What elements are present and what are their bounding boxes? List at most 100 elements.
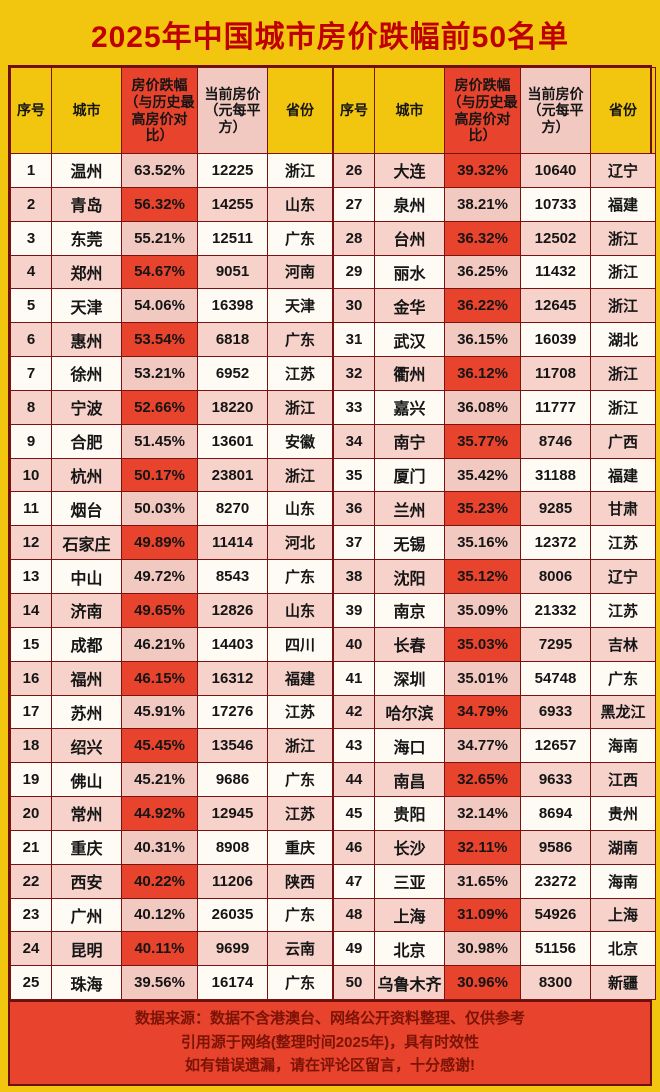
city-cell: 杭州 <box>51 457 122 493</box>
city-cell: 贵阳 <box>374 796 445 831</box>
current-price-cell: 16398 <box>197 288 268 324</box>
province-cell: 广东 <box>267 322 333 358</box>
table-row: 25 珠海 39.56% 16174 广东 <box>10 965 333 1001</box>
rank-cell: 12 <box>10 525 52 561</box>
province-cell: 新疆 <box>590 965 656 1001</box>
city-cell: 徐州 <box>51 356 122 391</box>
rank-cell: 48 <box>333 897 375 933</box>
province-cell: 浙江 <box>267 389 333 425</box>
current-price-cell: 16039 <box>520 322 591 358</box>
header-row: 序号 城市 房价跌幅（与历史最高房价对比） 当前房价（元每平方） 省份 <box>10 67 333 154</box>
city-cell: 宁波 <box>51 389 122 425</box>
table-row: 29 丽水 36.25% 11432 浙江 <box>333 254 656 290</box>
price-drop-cell: 32.11% <box>444 829 521 865</box>
table-row: 26 大连 39.32% 10640 辽宁 <box>333 153 656 188</box>
rank-cell: 27 <box>333 186 375 222</box>
province-cell: 广西 <box>590 423 656 459</box>
column-header-rank: 序号 <box>333 67 375 154</box>
table-row: 48 上海 31.09% 54926 上海 <box>333 897 656 933</box>
price-drop-cell: 36.22% <box>444 288 521 324</box>
rank-cell: 22 <box>10 863 52 899</box>
city-cell: 上海 <box>374 897 445 933</box>
price-drop-cell: 38.21% <box>444 186 521 222</box>
province-cell: 浙江 <box>267 728 333 764</box>
province-cell: 江苏 <box>590 525 656 561</box>
price-drop-cell: 55.21% <box>121 220 198 256</box>
province-cell: 黑龙江 <box>590 694 656 730</box>
city-cell: 北京 <box>374 931 445 967</box>
rank-cell: 42 <box>333 694 375 730</box>
rank-cell: 29 <box>333 254 375 290</box>
rank-cell: 35 <box>333 457 375 493</box>
price-drop-cell: 36.15% <box>444 322 521 358</box>
table-row: 50 乌鲁木齐 30.96% 8300 新疆 <box>333 965 656 1001</box>
province-cell: 陕西 <box>267 863 333 899</box>
price-drop-cell: 35.23% <box>444 491 521 527</box>
current-price-cell: 12826 <box>197 592 268 628</box>
city-cell: 苏州 <box>51 694 122 730</box>
table-row: 30 金华 36.22% 12645 浙江 <box>333 288 656 324</box>
city-cell: 福州 <box>51 660 122 696</box>
rank-cell: 20 <box>10 796 52 831</box>
price-drop-cell: 45.91% <box>121 694 198 730</box>
current-price-cell: 13546 <box>197 728 268 764</box>
city-cell: 哈尔滨 <box>374 694 445 730</box>
city-cell: 东莞 <box>51 220 122 256</box>
province-cell: 山东 <box>267 186 333 222</box>
table-row: 46 长沙 32.11% 9586 湖南 <box>333 829 656 865</box>
table-row: 23 广州 40.12% 26035 广东 <box>10 897 333 933</box>
price-drop-cell: 40.11% <box>121 931 198 967</box>
price-drop-cell: 63.52% <box>121 153 198 188</box>
current-price-cell: 8746 <box>520 423 591 459</box>
table-row: 22 西安 40.22% 11206 陕西 <box>10 863 333 899</box>
price-drop-cell: 49.65% <box>121 592 198 628</box>
city-cell: 中山 <box>51 559 122 594</box>
current-price-cell: 26035 <box>197 897 268 933</box>
price-drop-cell: 53.54% <box>121 322 198 358</box>
city-cell: 深圳 <box>374 660 445 696</box>
province-cell: 吉林 <box>590 626 656 662</box>
province-cell: 云南 <box>267 931 333 967</box>
current-price-cell: 11708 <box>520 356 591 391</box>
table-row: 16 福州 46.15% 16312 福建 <box>10 660 333 696</box>
province-cell: 河北 <box>267 525 333 561</box>
table-row: 31 武汉 36.15% 16039 湖北 <box>333 322 656 358</box>
province-cell: 安徽 <box>267 423 333 459</box>
table-row: 21 重庆 40.31% 8908 重庆 <box>10 829 333 865</box>
current-price-cell: 16312 <box>197 660 268 696</box>
rank-cell: 39 <box>333 592 375 628</box>
price-drop-cell: 49.89% <box>121 525 198 561</box>
footer-line-thanks: 如有错误遗漏，请在评论区留言，十分感谢! <box>185 1056 475 1074</box>
rank-cell: 36 <box>333 491 375 527</box>
rank-cell: 49 <box>333 931 375 967</box>
price-drop-cell: 36.25% <box>444 254 521 290</box>
price-drop-cell: 36.32% <box>444 220 521 256</box>
price-drop-cell: 32.14% <box>444 796 521 831</box>
table-row: 14 济南 49.65% 12826 山东 <box>10 592 333 628</box>
current-price-cell: 23272 <box>520 863 591 899</box>
table-row: 1 温州 63.52% 12225 浙江 <box>10 153 333 188</box>
price-drop-cell: 45.45% <box>121 728 198 764</box>
ranking-table-right: 序号 城市 房价跌幅（与历史最高房价对比） 当前房价（元每平方） 省份 26 大连 39.32… <box>333 67 656 1001</box>
table-row: 5 天津 54.06% 16398 天津 <box>10 288 333 324</box>
city-cell: 沈阳 <box>374 559 445 594</box>
price-drop-cell: 40.31% <box>121 829 198 865</box>
province-cell: 广东 <box>267 559 333 594</box>
table-row: 27 泉州 38.21% 10733 福建 <box>333 186 656 222</box>
province-cell: 浙江 <box>590 356 656 391</box>
table-row: 43 海口 34.77% 12657 海南 <box>333 728 656 764</box>
rank-cell: 44 <box>333 762 375 798</box>
price-drop-cell: 56.32% <box>121 186 198 222</box>
rank-cell: 34 <box>333 423 375 459</box>
current-price-cell: 12657 <box>520 728 591 764</box>
province-cell: 湖南 <box>590 829 656 865</box>
rank-cell: 5 <box>10 288 52 324</box>
city-cell: 成都 <box>51 626 122 662</box>
current-price-cell: 54748 <box>520 660 591 696</box>
province-cell: 广东 <box>590 660 656 696</box>
city-cell: 惠州 <box>51 322 122 358</box>
price-drop-cell: 35.42% <box>444 457 521 493</box>
rank-cell: 4 <box>10 254 52 290</box>
current-price-cell: 9051 <box>197 254 268 290</box>
table-row: 37 无锡 35.16% 12372 江苏 <box>333 525 656 561</box>
